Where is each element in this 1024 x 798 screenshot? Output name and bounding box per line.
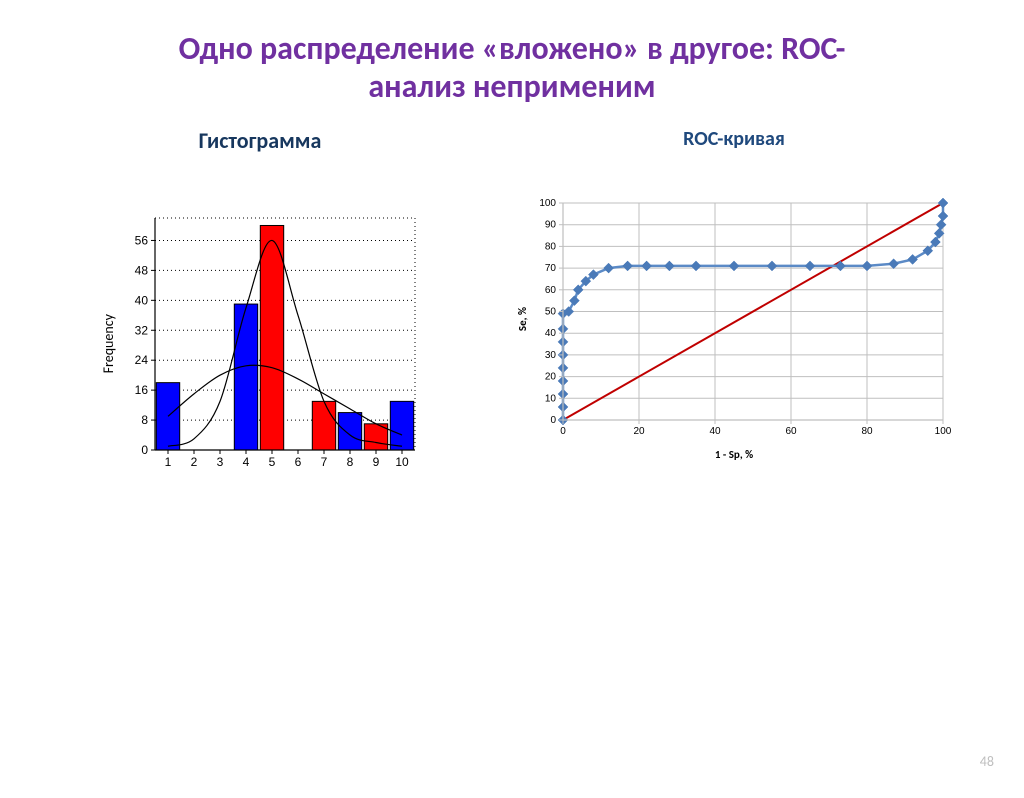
histogram-subtitle: Гистограмма <box>199 127 322 154</box>
svg-text:8: 8 <box>141 413 148 427</box>
svg-text:48: 48 <box>134 263 148 277</box>
svg-text:3: 3 <box>216 455 223 469</box>
svg-text:40: 40 <box>709 426 721 437</box>
svg-text:0: 0 <box>560 426 566 437</box>
svg-text:2: 2 <box>190 455 197 469</box>
svg-text:20: 20 <box>633 426 645 437</box>
roc-svg: 0 20 40 60 80 100 0 10 20 30 40 50 60 70 80 90 100 <box>533 197 953 442</box>
svg-text:32: 32 <box>134 323 148 337</box>
histogram-ylabel: Frequency <box>100 314 117 373</box>
svg-text:8: 8 <box>346 455 353 469</box>
svg-text:20: 20 <box>544 371 556 382</box>
histogram-chart-wrap: Frequency 0816243240485612345678910 <box>100 214 421 474</box>
svg-text:50: 50 <box>544 306 556 317</box>
svg-text:6: 6 <box>294 455 301 469</box>
svg-text:24: 24 <box>134 353 148 367</box>
content-row: Гистограмма Frequency 081624324048561234… <box>0 117 1024 474</box>
svg-text:4: 4 <box>242 455 249 469</box>
svg-text:60: 60 <box>544 285 556 296</box>
svg-text:0: 0 <box>550 415 556 426</box>
svg-text:9: 9 <box>372 455 379 469</box>
svg-text:0: 0 <box>141 443 148 457</box>
svg-text:10: 10 <box>395 455 409 469</box>
panel-roc: ROC-кривая Se, % 0 20 40 60 80 100 0 10 20 30 40 50… <box>484 127 984 474</box>
svg-text:16: 16 <box>134 383 148 397</box>
svg-text:70: 70 <box>544 263 556 274</box>
svg-text:80: 80 <box>544 241 556 252</box>
roc-xlabel: 1 - Sp, % <box>715 448 753 461</box>
svg-text:60: 60 <box>785 426 797 437</box>
svg-text:56: 56 <box>134 233 148 247</box>
histogram-svg: 0816243240485612345678910 <box>121 214 421 474</box>
title-line-1: Одно распределение «вложено» в другое: R… <box>179 29 846 68</box>
slide-number: 48 <box>980 753 994 770</box>
svg-text:40: 40 <box>544 328 556 339</box>
svg-text:1: 1 <box>164 455 171 469</box>
svg-text:100: 100 <box>934 426 951 437</box>
svg-text:7: 7 <box>320 455 327 469</box>
panel-histogram: Гистограмма Frequency 081624324048561234… <box>40 127 480 474</box>
svg-text:100: 100 <box>539 198 556 209</box>
svg-text:10: 10 <box>544 393 556 404</box>
title-line-2: анализ неприменим <box>368 67 655 106</box>
roc-ylabel: Se, % <box>516 307 529 331</box>
roc-chart-wrap: Se, % 0 20 40 60 80 100 0 10 20 30 40 50 60 70 80 90 100 <box>516 197 953 442</box>
roc-subtitle: ROC-кривая <box>683 127 785 151</box>
svg-text:90: 90 <box>544 219 556 230</box>
svg-text:30: 30 <box>544 350 556 361</box>
slide-title: Одно распределение «вложено» в другое: R… <box>60 30 964 107</box>
svg-text:40: 40 <box>134 293 148 307</box>
svg-text:80: 80 <box>861 426 873 437</box>
svg-text:5: 5 <box>268 455 275 469</box>
